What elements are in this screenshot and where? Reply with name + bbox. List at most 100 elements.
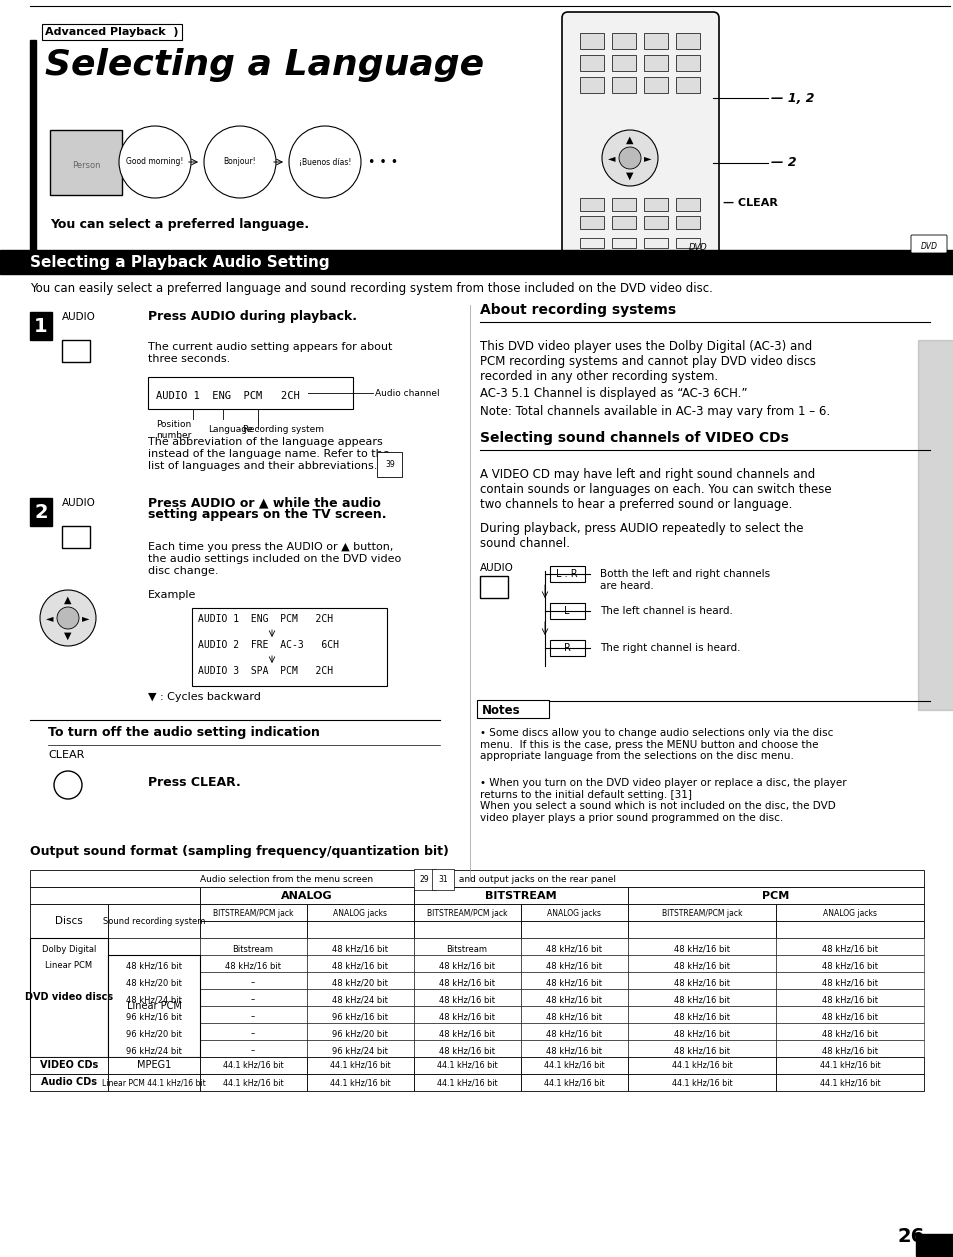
Text: Linear PCM: Linear PCM — [46, 962, 92, 970]
Bar — [676, 216, 700, 229]
Text: ▲: ▲ — [64, 595, 71, 605]
Text: AUDIO 2  FRE  AC-3   6CH: AUDIO 2 FRE AC-3 6CH — [198, 640, 338, 650]
Text: setting appears on the TV screen.: setting appears on the TV screen. — [148, 508, 386, 520]
Bar — [307, 904, 414, 921]
Bar — [200, 972, 307, 989]
Text: 96 kHz/20 bit: 96 kHz/20 bit — [126, 1029, 182, 1038]
Text: 48 kHz/20 bit: 48 kHz/20 bit — [332, 978, 388, 988]
Bar — [643, 33, 667, 49]
Bar — [520, 1023, 627, 1040]
Bar — [520, 1040, 627, 1057]
Text: The current audio setting appears for about: The current audio setting appears for ab… — [148, 342, 392, 352]
Bar — [108, 1057, 200, 1073]
Bar — [30, 938, 108, 955]
Text: AUDIO 1  ENG  PCM   2CH: AUDIO 1 ENG PCM 2CH — [198, 613, 333, 623]
Text: Discs: Discs — [55, 916, 83, 926]
Text: ANALOG jacks: ANALOG jacks — [546, 909, 600, 918]
Text: three seconds.: three seconds. — [148, 354, 230, 365]
Bar — [414, 972, 520, 989]
Text: Recording system: Recording system — [243, 425, 324, 434]
Bar — [520, 1006, 627, 1023]
Bar — [627, 1006, 775, 1023]
Bar — [775, 989, 923, 1006]
Circle shape — [289, 126, 360, 199]
Text: 48 kHz/20 bit: 48 kHz/20 bit — [126, 978, 182, 988]
Text: 44.1 kHz/16 bit: 44.1 kHz/16 bit — [330, 1079, 390, 1087]
Text: BITSTREAM/PCM jack: BITSTREAM/PCM jack — [661, 909, 741, 918]
Bar — [307, 1057, 414, 1073]
Text: ¡Buenos días!: ¡Buenos días! — [298, 157, 351, 166]
Bar — [50, 129, 122, 195]
Text: 48 kHz/16 bit: 48 kHz/16 bit — [545, 962, 601, 970]
Bar — [550, 640, 584, 656]
Text: 44.1 kHz/16 bit: 44.1 kHz/16 bit — [222, 1079, 283, 1087]
Bar — [108, 938, 200, 955]
Bar — [108, 1040, 200, 1057]
Bar — [30, 955, 108, 972]
Text: 48 kHz/16 bit: 48 kHz/16 bit — [821, 1047, 877, 1056]
Text: 48 kHz/24 bit: 48 kHz/24 bit — [332, 996, 388, 1004]
Text: disc change.: disc change. — [148, 566, 218, 576]
Text: 26: 26 — [897, 1227, 924, 1246]
Text: — CLEAR: — CLEAR — [722, 199, 777, 207]
Text: ANALOG jacks: ANALOG jacks — [822, 909, 876, 918]
Bar — [30, 1023, 108, 1040]
Text: Note: Total channels available in AC-3 may vary from 1 – 6.: Note: Total channels available in AC-3 m… — [479, 405, 829, 419]
Bar — [307, 938, 414, 955]
Bar — [627, 921, 775, 938]
Bar — [62, 525, 90, 548]
Text: Each time you press the AUDIO or ▲ button,: Each time you press the AUDIO or ▲ butto… — [148, 542, 393, 552]
Text: –: – — [251, 1029, 254, 1038]
Bar — [30, 972, 108, 989]
Bar — [108, 955, 200, 1057]
Text: • Some discs allow you to change audio selections only via the disc
menu.  If th: • Some discs allow you to change audio s… — [479, 728, 833, 762]
Bar — [627, 887, 923, 904]
Text: ANALOG jacks: ANALOG jacks — [333, 909, 387, 918]
Bar — [30, 989, 108, 1006]
Text: PCM: PCM — [761, 891, 789, 901]
Text: Selecting sound channels of VIDEO CDs: Selecting sound channels of VIDEO CDs — [479, 431, 788, 445]
Text: BITSTREAM/PCM jack: BITSTREAM/PCM jack — [213, 909, 293, 918]
Text: 48 kHz/16 bit: 48 kHz/16 bit — [821, 1029, 877, 1038]
Bar — [917, 339, 953, 710]
Bar — [520, 972, 627, 989]
Text: About recording systems: About recording systems — [479, 303, 676, 317]
Bar — [200, 955, 307, 972]
Text: 96 kHz/20 bit: 96 kHz/20 bit — [332, 1029, 388, 1038]
Bar — [915, 1234, 953, 1256]
Bar — [520, 989, 627, 1006]
Circle shape — [57, 607, 79, 628]
Bar — [307, 1023, 414, 1040]
Text: 48 kHz/16 bit: 48 kHz/16 bit — [126, 962, 182, 970]
FancyBboxPatch shape — [561, 13, 719, 264]
Text: 44.1 kHz/16 bit: 44.1 kHz/16 bit — [671, 1061, 732, 1070]
Text: 48 kHz/16 bit: 48 kHz/16 bit — [438, 996, 495, 1004]
Bar — [643, 55, 667, 70]
Text: 48 kHz/16 bit: 48 kHz/16 bit — [438, 1029, 495, 1038]
Text: 48 kHz/16 bit: 48 kHz/16 bit — [545, 944, 601, 954]
Text: To turn off the audio setting indication: To turn off the audio setting indication — [48, 727, 319, 739]
Bar — [108, 904, 200, 938]
Circle shape — [54, 771, 82, 799]
Text: A VIDEO CD may have left and right sound channels and
contain sounds or language: A VIDEO CD may have left and right sound… — [479, 468, 831, 512]
Text: 48 kHz/16 bit: 48 kHz/16 bit — [673, 1029, 729, 1038]
Text: Botth the left and right channels
are heard.: Botth the left and right channels are he… — [599, 569, 769, 591]
Bar — [612, 33, 636, 49]
Text: Bitstream: Bitstream — [233, 944, 274, 954]
Bar — [676, 77, 700, 93]
Text: Good morning!: Good morning! — [126, 157, 184, 166]
Text: Selecting a Playback Audio Setting: Selecting a Playback Audio Setting — [30, 255, 330, 270]
Text: Sound recording system: Sound recording system — [103, 916, 205, 925]
Bar — [476, 700, 548, 718]
Text: MPEG1: MPEG1 — [136, 1060, 171, 1070]
Bar — [520, 1073, 627, 1091]
Bar — [200, 1073, 307, 1091]
Bar — [520, 955, 627, 972]
Text: ▼: ▼ — [64, 631, 71, 641]
Text: –: – — [251, 996, 254, 1004]
Text: The abbreviation of the language appears: The abbreviation of the language appears — [148, 437, 382, 447]
Circle shape — [119, 126, 191, 199]
Text: 44.1 kHz/16 bit: 44.1 kHz/16 bit — [222, 1061, 283, 1070]
Circle shape — [618, 147, 640, 168]
Text: 48 kHz/16 bit: 48 kHz/16 bit — [673, 996, 729, 1004]
